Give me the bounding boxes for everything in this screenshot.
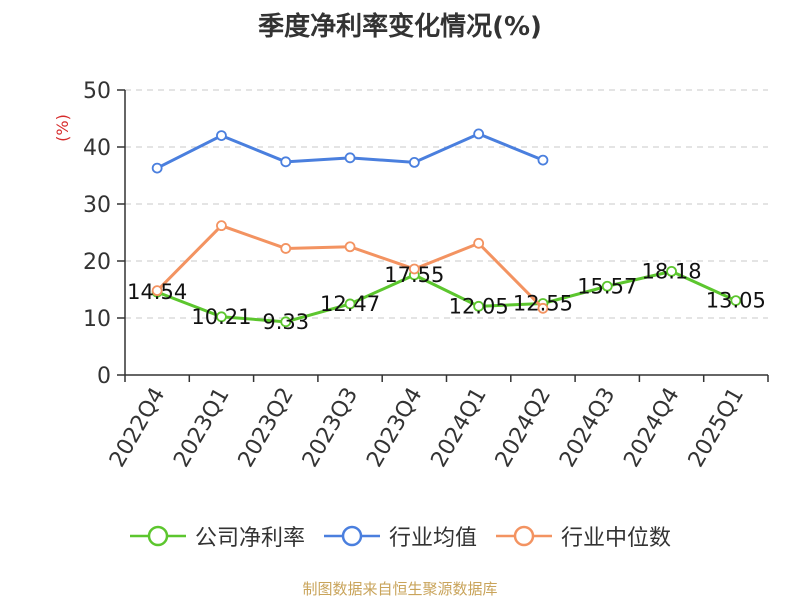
y-tick-label: 10	[83, 307, 111, 332]
legend: 公司净利率 行业均值 行业中位数	[0, 520, 800, 552]
data-label: 12.05	[449, 294, 509, 318]
data-label: 13.05	[706, 289, 766, 313]
data-label: 17.55	[384, 263, 444, 287]
legend-marker	[129, 525, 186, 547]
data-label: 15.57	[577, 274, 637, 298]
data-point	[344, 152, 356, 164]
x-tick-label: 2025Q1	[684, 384, 749, 472]
data-point	[473, 237, 485, 249]
data-label: 12.47	[320, 292, 380, 316]
data-point	[601, 280, 613, 292]
legend-marker	[496, 525, 552, 547]
y-tick-label: 0	[97, 364, 111, 389]
x-tick-label: 2024Q4	[619, 384, 684, 472]
legend-label: 公司净利率	[194, 526, 305, 551]
data-point	[216, 311, 227, 323]
gridlines	[125, 89, 768, 319]
data-point	[344, 241, 356, 253]
legend-marker	[323, 525, 380, 547]
x-tick-label: 2023Q3	[298, 384, 363, 472]
data-point	[666, 265, 677, 277]
data-point	[216, 130, 227, 142]
data-point	[280, 316, 292, 328]
x-tick-label: 2023Q2	[234, 384, 299, 472]
x-tick-label: 2024Q3	[555, 384, 620, 472]
data-point	[537, 154, 549, 166]
x-tick-label: 2024Q1	[427, 384, 492, 472]
data-label: 14.54	[127, 280, 187, 304]
data-point	[473, 300, 485, 312]
data-point	[151, 162, 163, 174]
data-point	[280, 243, 292, 254]
chart-title: 季度净利率变化情况(%)	[258, 12, 542, 42]
source-note: 制图数据来自恒生聚源数据库	[302, 580, 498, 598]
y-tick-label: 30	[83, 193, 111, 218]
x-tick-label: 2023Q1	[169, 384, 234, 472]
data-point	[344, 298, 356, 310]
x-tick-label: 2024Q2	[491, 384, 556, 472]
y-axis-label: (%)	[53, 114, 72, 142]
legend-label: 行业中位数	[561, 526, 672, 551]
x-tick-label: 2023Q4	[362, 384, 427, 472]
legend-item[interactable]: 公司净利率	[129, 520, 305, 552]
y-tick-label: 40	[83, 136, 111, 161]
series-lines	[151, 128, 742, 328]
data-label: 18.18	[641, 259, 701, 283]
data-point	[730, 295, 742, 307]
legend-item[interactable]: 行业均值	[323, 520, 477, 552]
data-point	[151, 285, 163, 297]
y-tick-label: 50	[83, 79, 111, 104]
data-point	[216, 220, 227, 232]
data-point	[280, 156, 292, 168]
data-point	[473, 128, 485, 140]
series-line	[156, 269, 737, 324]
y-tick-label: 20	[83, 250, 111, 275]
data-label: 12.55	[513, 291, 573, 315]
legend-item[interactable]: 行业中位数	[495, 520, 671, 552]
data-label: 9.33	[262, 310, 309, 334]
data-label: 10.21	[191, 305, 251, 329]
data-point	[537, 302, 549, 314]
x-tick-label: 2022Q4	[105, 384, 170, 472]
data-point	[408, 156, 420, 168]
legend-label: 行业均值	[388, 526, 477, 551]
data-point	[408, 263, 420, 275]
